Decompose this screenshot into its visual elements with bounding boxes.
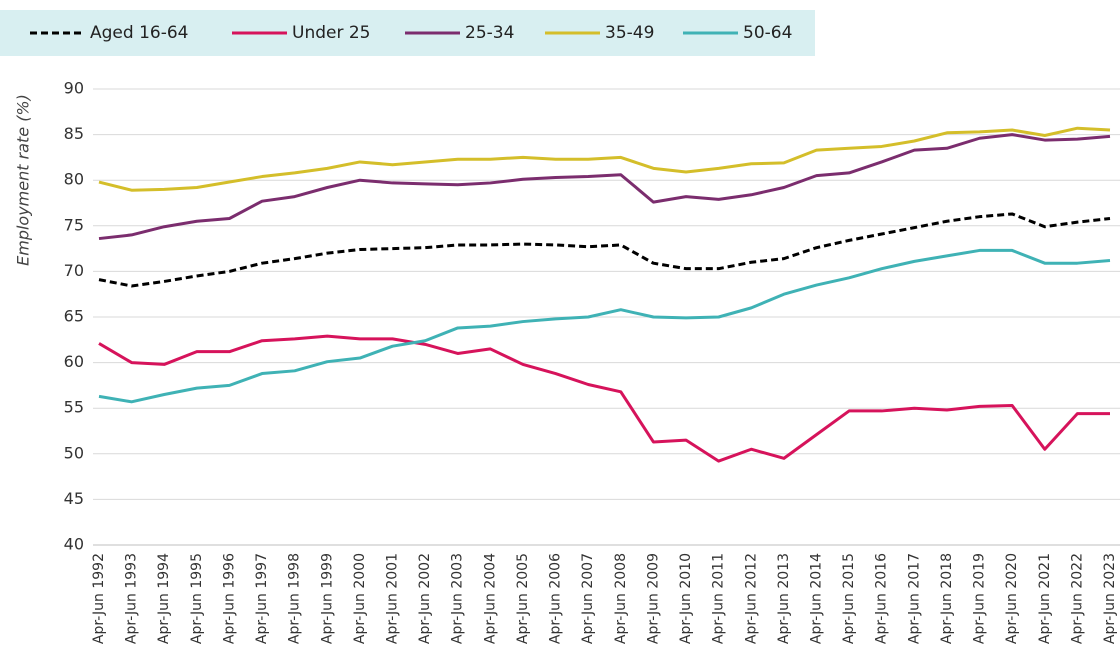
x-tick-label: Apr-Jun 2012 (743, 553, 759, 644)
x-tick-label: Apr-Jun 2018 (939, 553, 955, 644)
x-tick-label: Apr-Jun 2000 (352, 553, 368, 644)
legend-label: 35-49 (605, 23, 654, 43)
y-tick-label: 70 (64, 261, 84, 280)
x-tick-label: Apr-Jun 2021 (1037, 553, 1053, 644)
x-tick-label: Apr-Jun 1997 (254, 553, 270, 644)
x-tick-label: Apr-Jun 2005 (515, 553, 531, 644)
x-tick-label: Apr-Jun 2020 (1004, 553, 1020, 644)
x-tick-label: Apr-Jun 2023 (1102, 553, 1118, 644)
x-tick-label: Apr-Jun 2003 (450, 553, 466, 644)
x-tick-label: Apr-Jun 2017 (906, 553, 922, 644)
x-tick-label: Apr-Jun 2014 (808, 553, 824, 644)
x-tick-label: Apr-Jun 1998 (287, 553, 303, 644)
legend-label: Under 25 (292, 23, 371, 43)
x-tick-label: Apr-Jun 2008 (613, 553, 629, 644)
x-tick-label: Apr-Jun 1999 (319, 553, 335, 644)
legend-label: 50-64 (743, 23, 792, 43)
x-tick-label: Apr-Jun 2015 (841, 553, 857, 644)
x-tick-label: Apr-Jun 1995 (189, 553, 205, 644)
series-line (98, 248, 1111, 404)
x-tick-label: Apr-Jun 2016 (874, 553, 890, 644)
x-tick-label: Apr-Jun 2009 (645, 553, 661, 644)
x-tick-label: Apr-Jun 2013 (776, 553, 792, 644)
x-tick-label: Apr-Jun 2019 (972, 553, 988, 644)
y-tick-label: 65 (64, 307, 84, 326)
y-tick-label: 45 (64, 489, 84, 508)
y-axis-label: Employment rate (%) (14, 94, 33, 266)
x-tick-label: Apr-Jun 2001 (385, 553, 401, 644)
x-tick-label: Apr-Jun 1992 (91, 553, 107, 644)
y-tick-label: 50 (64, 443, 84, 462)
series-line (98, 212, 1111, 288)
x-tick-label: Apr-Jun 1994 (156, 553, 172, 644)
y-tick-label: 90 (64, 79, 84, 98)
legend-label: 25-34 (465, 23, 514, 43)
series-line (98, 133, 1111, 241)
legend-label: Aged 16-64 (90, 23, 188, 43)
y-tick-label: 85 (64, 124, 84, 143)
y-tick-label: 60 (64, 352, 84, 371)
x-tick-label: Apr-Jun 1993 (124, 553, 140, 644)
y-tick-label: 80 (64, 170, 84, 189)
x-tick-label: Apr-Jun 2010 (678, 553, 694, 644)
y-tick-label: 75 (64, 215, 84, 234)
x-tick-label: Apr-Jun 2004 (482, 553, 498, 644)
x-tick-label: Apr-Jun 2002 (417, 553, 433, 644)
x-tick-label: Apr-Jun 2011 (711, 553, 727, 644)
x-tick-label: Apr-Jun 2006 (548, 553, 564, 644)
series-line (98, 334, 1110, 463)
x-tick-label: Apr-Jun 2022 (1069, 553, 1085, 644)
y-tick-label: 55 (64, 398, 84, 417)
x-tick-label: Apr-Jun 1996 (221, 553, 237, 644)
y-tick-label: 40 (64, 535, 84, 554)
x-tick-label: Apr-Jun 2007 (580, 553, 596, 644)
series-line (98, 126, 1111, 192)
